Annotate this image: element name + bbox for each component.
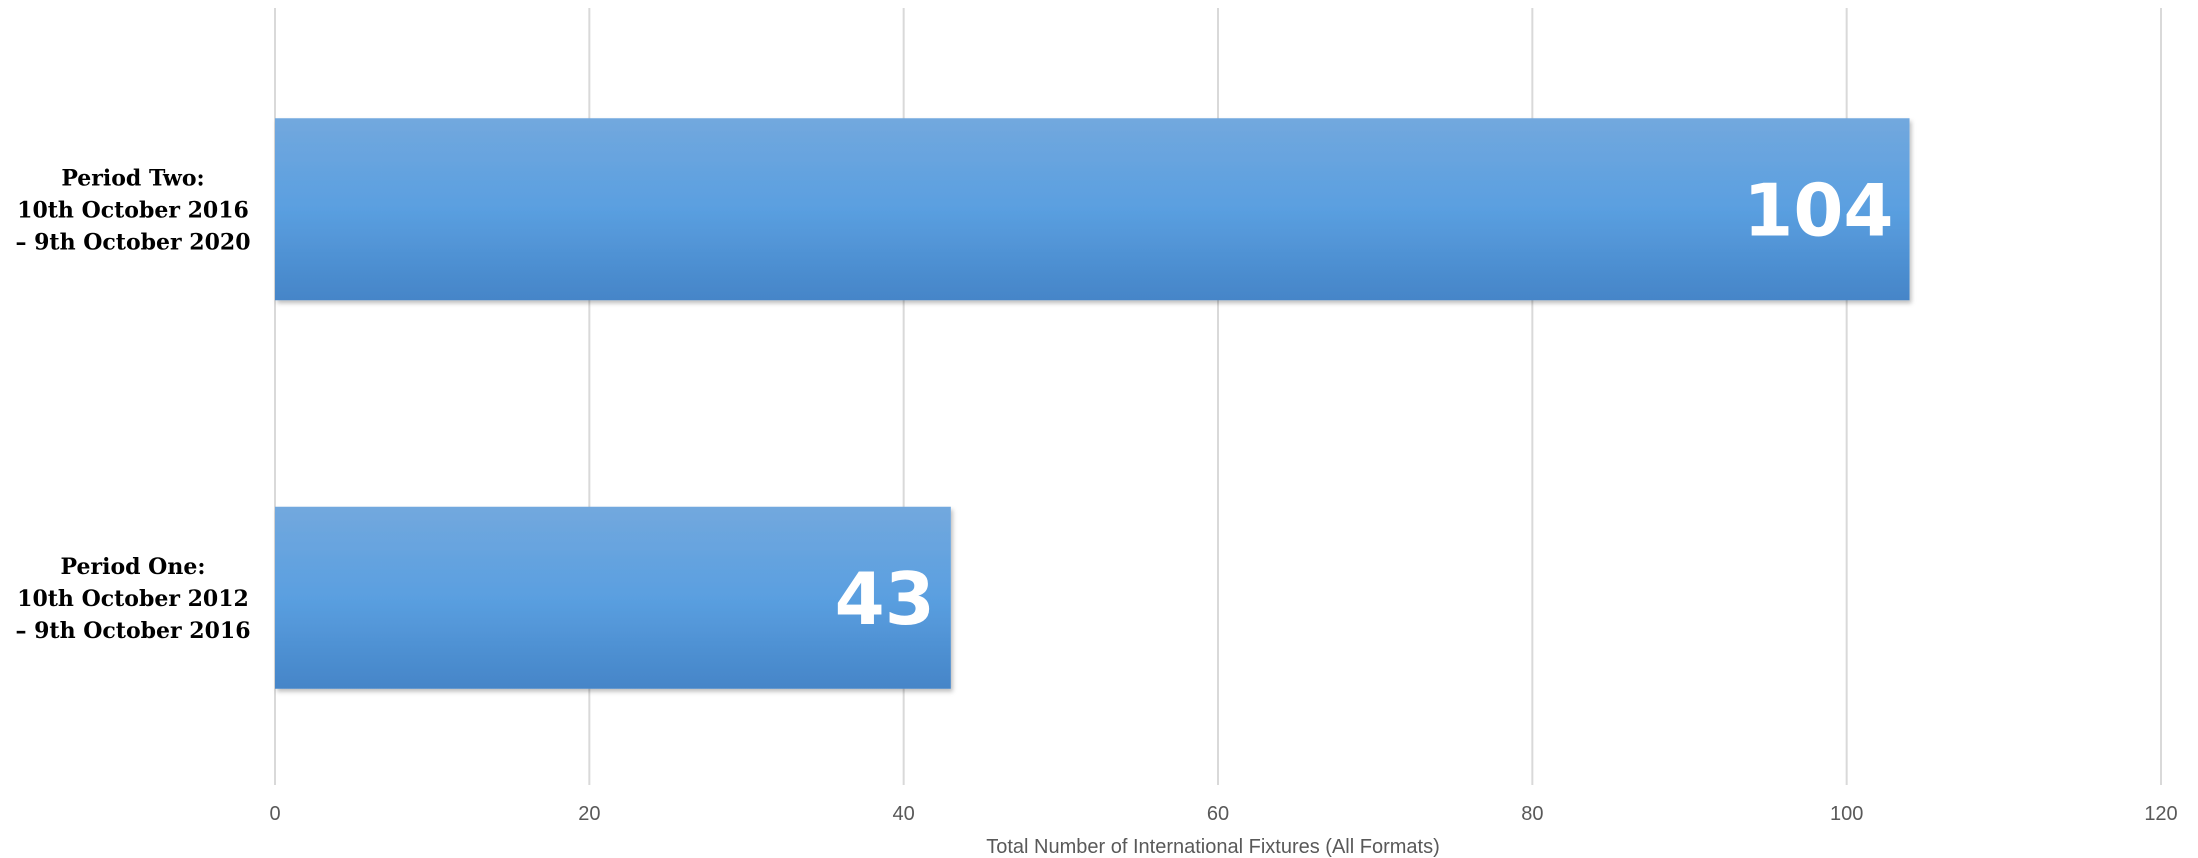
x-tick-label: 80 [1521,803,1543,825]
x-tick-label: 20 [578,803,600,825]
category-label-line: Period Two: [61,165,204,191]
bar-data-label: 43 [835,557,935,641]
bars: 104 43 [275,118,1910,689]
category-labels: Period Two: 10th October 2016 – 9th Octobe… [15,165,250,644]
x-axis-title: Total Number of International Fixtures (… [986,836,1440,858]
bar [275,506,951,689]
category-label-line: Period One: [61,554,206,580]
category-label-line: 10th October 2016 [17,197,249,223]
x-tick-label: 120 [2144,803,2177,825]
category-label-line: – 9th October 2020 [15,229,250,255]
x-tick-label: 60 [1207,803,1229,825]
category-label: Period One: 10th October 2012 – 9th Octobe… [15,554,250,644]
x-tick-label: 100 [1830,803,1863,825]
x-tick-label: 40 [893,803,915,825]
category-label-line: 10th October 2012 [17,586,249,612]
bar [275,118,1910,301]
category-label: Period Two: 10th October 2016 – 9th Octobe… [15,165,250,255]
x-axis-ticks: 0 20 40 60 80 100 120 [269,803,2177,825]
category-label-line: – 9th October 2016 [15,618,250,644]
bar-data-label: 104 [1743,168,1893,252]
x-tick-label: 0 [269,803,280,825]
